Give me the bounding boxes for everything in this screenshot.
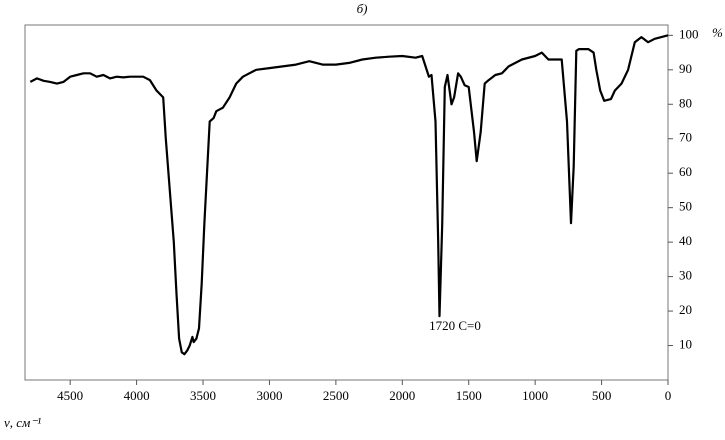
spectrum-line	[29, 34, 669, 356]
y-tick-label: 80	[679, 95, 692, 110]
x-tick-label: 500	[592, 388, 612, 403]
y-axis-label: %	[712, 25, 723, 40]
x-tick-label: 3500	[190, 388, 216, 403]
x-tick-label: 4000	[124, 388, 150, 403]
y-tick-label: 30	[679, 268, 692, 283]
x-tick-label: 3000	[256, 388, 282, 403]
y-tick-label: 100	[679, 26, 699, 41]
x-tick-label: 4500	[57, 388, 83, 403]
x-tick-label: 1500	[456, 388, 482, 403]
chart-title: б)	[357, 1, 368, 16]
x-axis-label: ν, см⁻¹	[4, 415, 41, 430]
y-tick-label: 40	[679, 233, 692, 248]
x-tick-label: 2000	[389, 388, 415, 403]
y-tick-label: 90	[679, 61, 692, 76]
x-tick-label: 2500	[323, 388, 349, 403]
x-tick-label: 0	[665, 388, 672, 403]
y-tick-label: 60	[679, 164, 692, 179]
y-tick-label: 10	[679, 337, 692, 352]
x-tick-label: 1000	[522, 388, 548, 403]
plot-frame	[24, 24, 669, 381]
annotation: 1720 C=0	[429, 318, 481, 333]
y-tick-label: 70	[679, 130, 692, 145]
y-tick-label: 50	[679, 199, 692, 214]
y-tick-label: 20	[679, 302, 692, 317]
